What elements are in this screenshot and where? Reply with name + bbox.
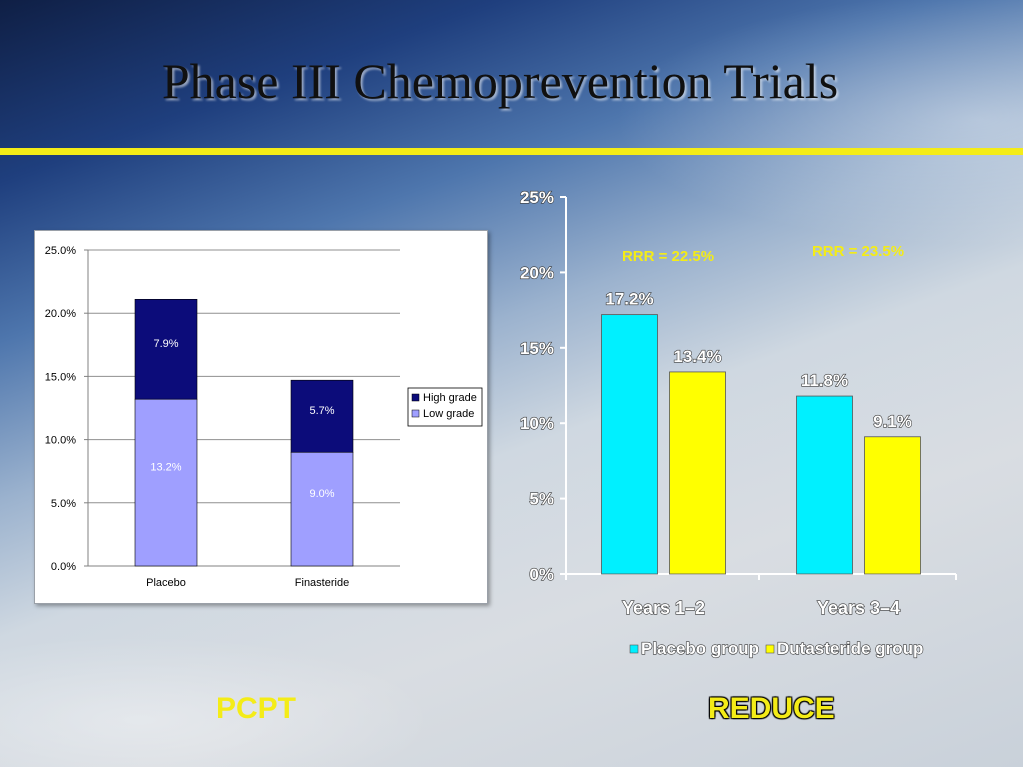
legend-box	[407, 387, 483, 427]
pcpt-caption: PCPT	[216, 692, 297, 725]
bar	[601, 314, 658, 575]
y-tick-label: 0.0%	[51, 561, 76, 573]
legend-swatch	[411, 393, 420, 402]
segment-value-label: 13.2%	[150, 462, 181, 474]
bar	[796, 395, 853, 575]
stacked-bar-segment	[290, 451, 354, 567]
y-tick-label: 25%	[520, 188, 554, 207]
bar	[864, 436, 921, 575]
legend-label: Placebo group	[641, 639, 759, 658]
segment-value-label: 9.0%	[309, 488, 334, 500]
bar	[669, 371, 726, 575]
y-tick-label: 25.0%	[45, 245, 76, 257]
y-tick-label: 15%	[520, 339, 554, 358]
y-tick-label: 10.0%	[45, 435, 76, 447]
bar-value-label: 13.4%	[673, 347, 721, 366]
bar-value-label: 17.2%	[605, 290, 653, 309]
legend-label: Low grade	[423, 408, 474, 420]
x-category-label: Finasteride	[295, 577, 349, 589]
x-category-label: Years 3–4	[817, 598, 900, 618]
rrr-annotation: RRR = 23.5%	[812, 243, 904, 260]
slide-title: Phase III Chemoprevention Trials	[161, 53, 839, 109]
x-category-label: Placebo	[146, 577, 186, 589]
reduce-caption: REDUCE	[708, 692, 835, 725]
rrr-annotation: RRR = 22.5%	[622, 248, 714, 265]
title-underline	[0, 148, 1023, 155]
y-tick-label: 15.0%	[45, 371, 76, 383]
legend-swatch	[629, 644, 639, 654]
stacked-bar-segment	[134, 398, 198, 567]
y-tick-label: 10%	[520, 414, 554, 433]
legend-label: High grade	[423, 392, 477, 404]
segment-value-label: 7.9%	[153, 338, 178, 350]
y-tick-label: 20.0%	[45, 308, 76, 320]
y-tick-label: 20%	[520, 263, 554, 282]
stacked-bar-segment	[290, 379, 354, 453]
legend-label: Dutasteride group	[777, 639, 923, 658]
x-category-label: Years 1–2	[622, 598, 705, 618]
bar-value-label: 11.8%	[801, 371, 848, 390]
legend-swatch	[411, 409, 420, 418]
y-tick-label: 5%	[529, 490, 554, 509]
y-tick-label: 5.0%	[51, 498, 76, 510]
legend-swatch	[765, 644, 775, 654]
y-tick-label: 0%	[529, 565, 554, 584]
segment-value-label: 5.7%	[309, 405, 334, 417]
stacked-bar-segment	[134, 298, 198, 400]
bar-value-label: 9.1%	[873, 412, 912, 431]
